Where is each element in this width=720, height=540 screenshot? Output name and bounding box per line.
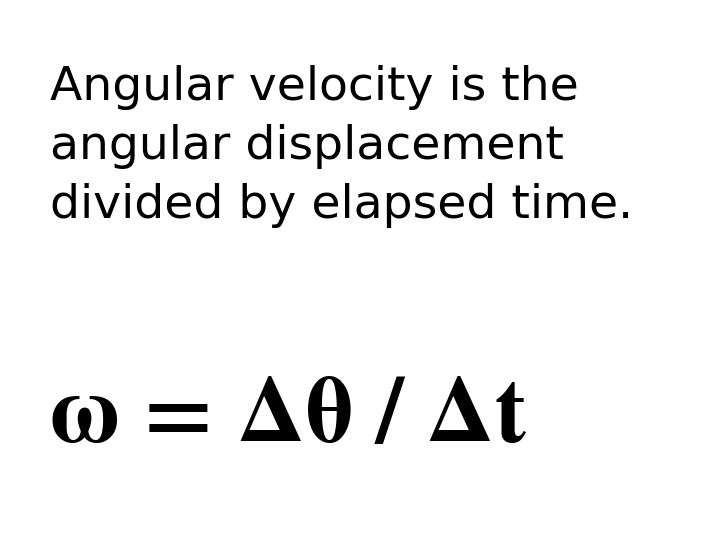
Text: Angular velocity is the
angular displacement
divided by elapsed time.: Angular velocity is the angular displace… — [50, 65, 634, 228]
Text: ω = Δθ / Δt: ω = Δθ / Δt — [50, 378, 526, 462]
